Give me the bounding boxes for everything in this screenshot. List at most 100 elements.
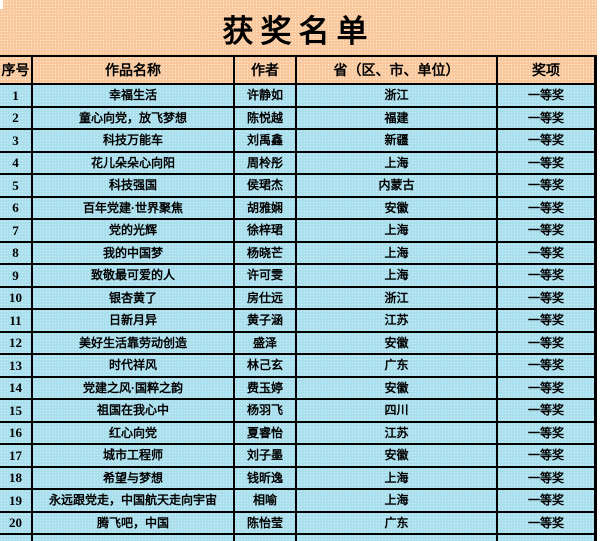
table-row: 9 致敬最可爱的人 许可雯 上海 一等奖: [0, 265, 597, 288]
table-row: 7 党的光辉 徐梓珺 上海 一等奖: [0, 220, 597, 243]
cell-award: 一等奖: [498, 490, 597, 511]
cell-author: 盛泽: [235, 332, 297, 353]
cell-author: 夏睿怡: [235, 422, 297, 443]
cell-author: 陈怡莹: [235, 512, 297, 533]
cell-work: 红心向党: [33, 422, 235, 443]
cell-province: 广东: [297, 355, 498, 376]
cell-no: 4: [0, 152, 33, 173]
cell-province: 四川: [297, 400, 498, 421]
cell-author: 杨羽飞: [235, 400, 297, 421]
cell-work: 城市工程师: [33, 445, 235, 466]
table-title-bar: 获奖名单: [0, 0, 597, 55]
cell-province: 上海: [297, 152, 498, 173]
cell-province: 安徽: [297, 197, 498, 218]
cell-no: 9: [0, 265, 33, 286]
table-row: 14 党建之风·国粹之韵 费玉婷 安徽 一等奖: [0, 377, 597, 400]
cell-no: 10: [0, 287, 33, 308]
cell-award: 一等奖: [498, 265, 597, 286]
cell-no: 7: [0, 220, 33, 241]
cell-province: 江苏: [297, 310, 498, 331]
table-row: 3 科技万能车 刘禹鑫 新疆 一等奖: [0, 130, 597, 153]
cell-no: 6: [0, 197, 33, 218]
table-row: 12 美好生活靠劳动创造 盛泽 安徽 一等奖: [0, 332, 597, 355]
cell-work: 腾飞吧，中国: [33, 512, 235, 533]
table-row: 11 日新月异 黄子涵 江苏 一等奖: [0, 310, 597, 333]
cell-province: 福建: [297, 107, 498, 128]
cell-award: 一等奖: [498, 107, 597, 128]
cell-work: 百年党建·世界聚焦: [33, 197, 235, 218]
cell-province: 上海: [297, 265, 498, 286]
cell-work: 永远跟党走，中国航天走向宇宙: [33, 490, 235, 511]
cell-author: 刘子墨: [235, 445, 297, 466]
cell-award: 一等奖: [498, 220, 597, 241]
partial-next-row: [0, 535, 597, 541]
cell-work: 幸福生活: [33, 85, 235, 106]
cell-no: 19: [0, 490, 33, 511]
column-header-author: 作者: [235, 57, 297, 83]
cell-work: 希望与梦想: [33, 467, 235, 488]
cell-no: 2: [0, 107, 33, 128]
cell-award: 一等奖: [498, 355, 597, 376]
cell-province: 新疆: [297, 130, 498, 151]
cell-work: 党的光辉: [33, 220, 235, 241]
cell-award: 一等奖: [498, 152, 597, 173]
column-header-award: 奖项: [498, 57, 597, 83]
cell-award: 一等奖: [498, 377, 597, 398]
cell-province: 安徽: [297, 332, 498, 353]
page-corner-white: [0, 0, 3, 9]
table-row: 4 花儿朵朵心向阳 周柃彤 上海 一等奖: [0, 152, 597, 175]
cell-author: 黄子涵: [235, 310, 297, 331]
cell-author: 胡雅娴: [235, 197, 297, 218]
cell-author: 刘禹鑫: [235, 130, 297, 151]
cell-award: 一等奖: [498, 332, 597, 353]
cell-author: 相喻: [235, 490, 297, 511]
cell-province: 上海: [297, 242, 498, 263]
cell-no: 20: [0, 512, 33, 533]
cell-work: 时代祥风: [33, 355, 235, 376]
table-row: 20 腾飞吧，中国 陈怡莹 广东 一等奖: [0, 512, 597, 535]
cell-author: 许可雯: [235, 265, 297, 286]
cell-award: 一等奖: [498, 130, 597, 151]
cell-award: 一等奖: [498, 467, 597, 488]
table-row: 18 希望与梦想 钱昕逸 上海 一等奖: [0, 467, 597, 490]
page-title: 获奖名单: [222, 14, 375, 49]
table-body: 1 幸福生活 许静如 浙江 一等奖 2 童心向党，放飞梦想 陈悦越 福建 一等奖 3 科技万能车 刘禹鑫…: [0, 85, 597, 535]
cell-province: 内蒙古: [297, 175, 498, 196]
cell-no: 14: [0, 377, 33, 398]
table-row: 19 永远跟党走，中国航天走向宇宙 相喻 上海 一等奖: [0, 490, 597, 513]
cell-no: 18: [0, 467, 33, 488]
cell-author: 许静如: [235, 85, 297, 106]
table-header-row: 序号 作品名称 作者 省（区、市、单位） 奖项: [0, 55, 597, 85]
cell-author: 陈悦越: [235, 107, 297, 128]
cell-province: 浙江: [297, 85, 498, 106]
cell-province: 上海: [297, 467, 498, 488]
cell-award: 一等奖: [498, 197, 597, 218]
cell-award: 一等奖: [498, 422, 597, 443]
cell-award: 一等奖: [498, 400, 597, 421]
column-header-no: 序号: [0, 57, 33, 83]
table-row: 6 百年党建·世界聚焦 胡雅娴 安徽 一等奖: [0, 197, 597, 220]
cell-work: 科技万能车: [33, 130, 235, 151]
cell-work: 党建之风·国粹之韵: [33, 377, 235, 398]
cell-award: 一等奖: [498, 445, 597, 466]
cell-author: 钱昕逸: [235, 467, 297, 488]
cell-author: 费玉婷: [235, 377, 297, 398]
cell-no: 5: [0, 175, 33, 196]
cell-work: 科技强国: [33, 175, 235, 196]
cell-province: 安徽: [297, 377, 498, 398]
cell-province: 广东: [297, 512, 498, 533]
cell-work: 我的中国梦: [33, 242, 235, 263]
cell-award: 一等奖: [498, 310, 597, 331]
cell-author: 徐梓珺: [235, 220, 297, 241]
cell-work: 致敬最可爱的人: [33, 265, 235, 286]
cell-work: 日新月异: [33, 310, 235, 331]
cell-author: 房仕远: [235, 287, 297, 308]
cell-author: 侯珺杰: [235, 175, 297, 196]
cell-no: 12: [0, 332, 33, 353]
cell-province: 安徽: [297, 445, 498, 466]
table-row: 5 科技强国 侯珺杰 内蒙古 一等奖: [0, 175, 597, 198]
column-header-work: 作品名称: [33, 57, 235, 83]
partial-cell: [33, 535, 235, 541]
